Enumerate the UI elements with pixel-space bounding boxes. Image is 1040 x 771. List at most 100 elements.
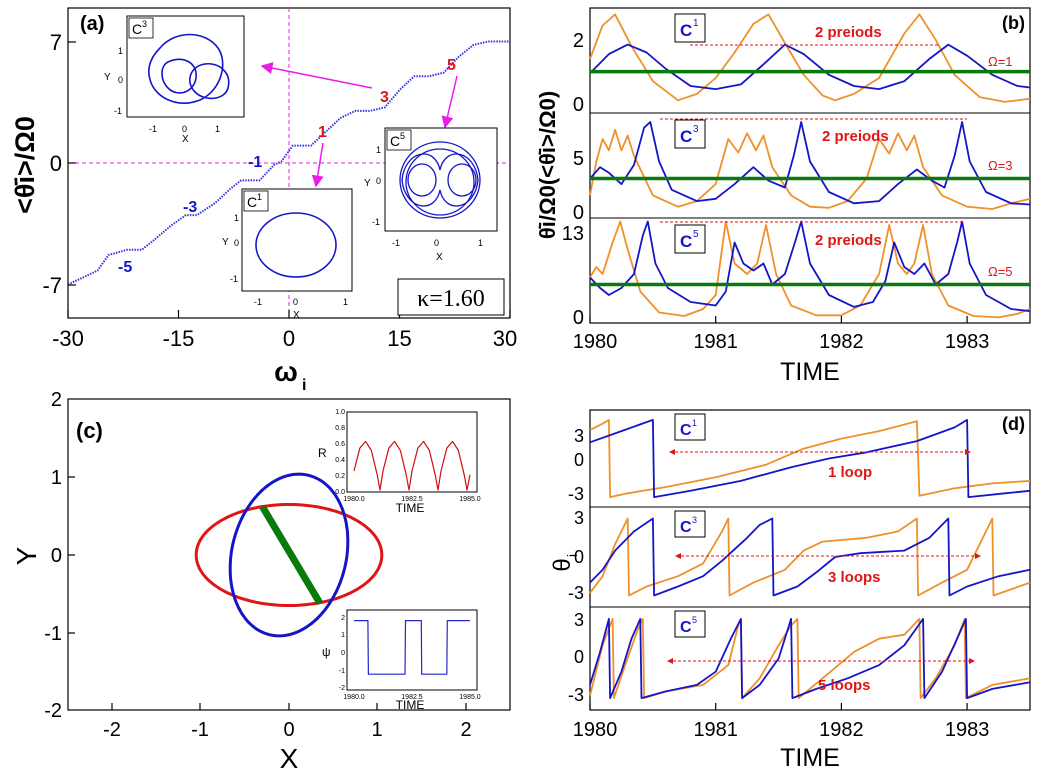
svg-text:0: 0: [434, 238, 439, 248]
d3-ytick-0: 3: [574, 610, 584, 630]
svg-text:0.4: 0.4: [335, 457, 345, 464]
d3-sup: 5: [692, 615, 697, 625]
svg-text:0: 0: [234, 238, 239, 248]
c-ytick-3: 1: [51, 467, 62, 489]
b-xtick-1: 1981: [693, 331, 738, 353]
d2-ytick-0: 3: [574, 508, 584, 528]
d1-sup: 1: [692, 418, 697, 428]
blue-ellipse: [228, 472, 350, 638]
svg-text:1: 1: [478, 238, 483, 248]
d2-ytick-1: 0: [574, 547, 584, 567]
b-tags: C 1 C 3 C 5: [674, 13, 706, 254]
b1-ytick-1: 2: [573, 30, 584, 52]
d-xtick-0: 1980: [573, 719, 618, 741]
b2-omega: Ω=3: [988, 158, 1013, 173]
d-xtick-3: 1983: [945, 719, 990, 741]
d-curves-2-orange-line: [589, 618, 1031, 699]
c-ylabel: Y: [11, 546, 42, 565]
step-label-3: 3: [380, 89, 389, 106]
a-ylabel: <θ̇i>/Ω0: [10, 116, 40, 214]
inset-r-ylabel: R: [318, 446, 327, 460]
d1-ytick-0: 3: [574, 426, 584, 446]
c-xlabel: X: [280, 743, 299, 771]
inset-psi-ytick-4: 2: [341, 615, 345, 622]
d3-note: 5 loops: [818, 677, 871, 694]
d-xtick-2: 1982: [819, 719, 864, 741]
c-ytick-4: 2: [51, 389, 62, 411]
inset-c3-orbit: [148, 33, 230, 104]
d-curves-0-blue-line: [589, 418, 1031, 499]
d2-ytick-2: -3: [568, 583, 584, 603]
inset-psi-ytick-0: -2: [339, 685, 345, 692]
c-ytick-0: -2: [44, 700, 62, 722]
panel-b: 1980 1981 1982 1983 TIME θ̇i/Ω0(<θ̇i>/Ω0…: [535, 7, 1031, 386]
b3-ytick-0: 0: [573, 307, 584, 329]
d1-tag: C: [680, 422, 692, 439]
svg-text:-1: -1: [230, 274, 238, 284]
inset-c3-tag: C: [132, 21, 142, 37]
svg-text:0: 0: [118, 75, 123, 85]
c-xtick-0: -2: [103, 719, 121, 741]
inset-c3: C 3 1 0 -1 -1 0 1 X Y: [104, 15, 245, 145]
a-panel-label: (a): [80, 13, 104, 35]
b3-omega: Ω=5: [988, 264, 1013, 279]
a-xtick-2: 0: [283, 326, 295, 351]
c-panel-label: (c): [76, 418, 103, 443]
a-xtick-1: -15: [163, 326, 195, 351]
b-xtick-0: 1980: [573, 331, 618, 353]
a-xtick-3: 15: [387, 326, 411, 351]
b-xlabel: TIME: [780, 358, 840, 386]
c-inset-r-line: [353, 440, 471, 491]
svg-text:-1: -1: [392, 238, 400, 248]
step-label-m3: -3: [183, 199, 197, 216]
inset-c5-ylabel: Y: [364, 178, 371, 189]
step-label-5: 5: [447, 57, 456, 74]
a-xlabel-sub: i: [302, 377, 306, 394]
d-panel-label: (d): [1002, 414, 1025, 434]
inset-c5-xlabel: X: [436, 252, 443, 263]
svg-text:0.8: 0.8: [335, 425, 345, 432]
step-label-1: 1: [318, 124, 327, 141]
inset-r-xtick-2: 1985.0: [459, 496, 481, 503]
b2-sup: 3: [693, 124, 699, 135]
d-curves-0-orange-line: [589, 418, 1031, 499]
inset-c5-sup: 5: [400, 131, 405, 141]
inset-r: 0.0 0.2 0.4 0.6 0.8 1.0 1980.0 1982.5 1985.0…: [318, 409, 481, 515]
b1-omega: Ω=1: [988, 54, 1013, 69]
svg-text:1: 1: [215, 124, 220, 134]
b2-ytick-1: 5: [573, 148, 584, 170]
b1-ytick-0: 0: [573, 94, 584, 116]
d1-ytick-1: 0: [574, 450, 584, 470]
b-ylabel: θ̇i/Ω0(<θ̇i>/Ω0): [535, 91, 560, 239]
c-ytick-1: -1: [44, 623, 62, 645]
b-curves-2-blue-line: [589, 220, 1031, 312]
a-xtick-0: -30: [52, 326, 84, 351]
inset-psi: -2 -1 0 1 2 1980.0 1982.5 1985.0 TIME ψ: [322, 609, 481, 712]
inset-c1: C 1 1 0 -1 -1 0 1 X Y: [222, 188, 353, 321]
b-curves-2-orange-line: [589, 220, 1031, 319]
c-xtick-1: -1: [191, 719, 209, 741]
svg-text:-1: -1: [372, 217, 380, 227]
step-label-m1: -1: [248, 154, 262, 171]
c-xtick-2: 0: [283, 719, 294, 741]
d-xlabel: TIME: [780, 744, 840, 771]
a-ytick-0: -7: [42, 273, 62, 298]
inset-psi-ylabel: ψ: [322, 645, 331, 659]
inset-c1-tag: C: [247, 194, 257, 210]
panel-d-frame: [589, 409, 1031, 711]
b-xtick-3: 1983: [945, 331, 990, 353]
panel-c: -2 -1 0 1 2 -2 -1 0 1 2 X Y (c) 0.00.20.…: [11, 389, 511, 771]
a-xtick-4: 30: [493, 326, 517, 351]
d2-tag: C: [680, 519, 692, 536]
svg-text:1.0: 1.0: [335, 409, 345, 416]
arrow-c5: [441, 75, 458, 129]
b-curves-1-orange-line: [589, 128, 1031, 210]
svg-text:0: 0: [376, 176, 381, 186]
inset-psi-ytick-1: -1: [339, 668, 345, 675]
c-xtick-4: 2: [460, 719, 471, 741]
svg-text:1: 1: [118, 46, 123, 56]
inset-r-xtick-1: 1982.5: [401, 496, 423, 503]
kappa-box: [397, 278, 505, 316]
d-curves-1-orange-line: [589, 517, 1031, 597]
inset-psi-xtick-1: 1982.5: [401, 694, 423, 701]
